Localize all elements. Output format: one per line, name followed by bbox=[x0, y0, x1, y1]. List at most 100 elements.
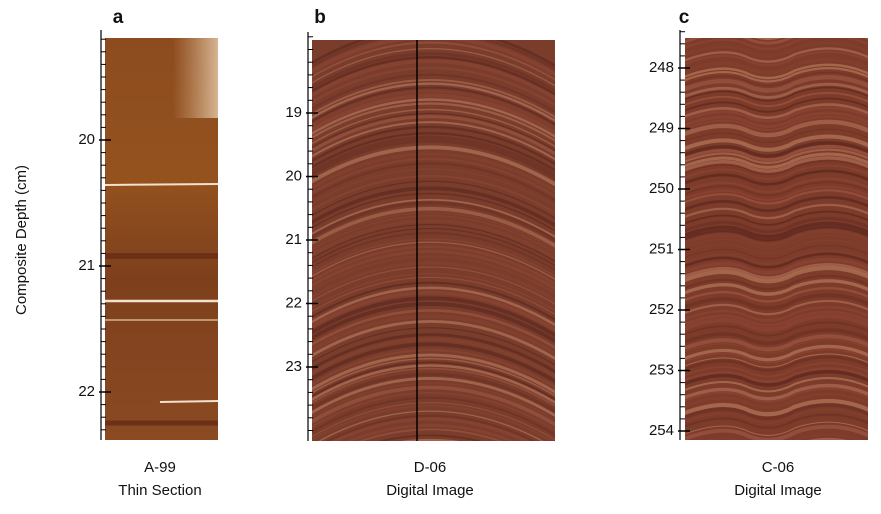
layer bbox=[312, 357, 555, 397]
tick-label: 248 bbox=[649, 59, 674, 76]
layer bbox=[685, 421, 868, 436]
layer bbox=[685, 189, 868, 205]
layer bbox=[312, 121, 555, 161]
layer bbox=[312, 314, 555, 356]
layer bbox=[325, 414, 536, 441]
layer bbox=[312, 276, 555, 315]
layer bbox=[685, 41, 868, 58]
layer bbox=[312, 162, 555, 202]
layer bbox=[703, 433, 863, 440]
layer bbox=[312, 98, 555, 138]
caption: A-99 bbox=[144, 459, 176, 476]
layer bbox=[312, 40, 555, 77]
layer bbox=[685, 328, 868, 346]
layer bbox=[312, 201, 555, 242]
layer bbox=[312, 198, 555, 238]
layer bbox=[312, 168, 555, 208]
layer bbox=[685, 424, 868, 440]
layer bbox=[685, 156, 868, 173]
layer bbox=[680, 19, 875, 33]
layer bbox=[685, 128, 868, 144]
layer bbox=[685, 299, 868, 316]
layer bbox=[312, 215, 555, 254]
layer bbox=[318, 410, 544, 441]
layer bbox=[685, 67, 868, 83]
layer bbox=[685, 177, 868, 194]
layer bbox=[685, 274, 868, 291]
layer bbox=[312, 132, 555, 172]
caption: C-06 bbox=[762, 459, 795, 476]
layer bbox=[312, 125, 555, 166]
layer bbox=[685, 266, 868, 284]
layer bbox=[312, 353, 555, 394]
layer bbox=[685, 392, 868, 409]
layer bbox=[312, 391, 555, 431]
caption: Digital Image bbox=[734, 482, 822, 499]
layer bbox=[685, 38, 868, 51]
layer bbox=[685, 293, 868, 311]
layer bbox=[685, 398, 868, 417]
layer bbox=[312, 108, 555, 148]
tick-label: 20 bbox=[285, 167, 302, 184]
layer bbox=[312, 152, 555, 193]
layer bbox=[685, 383, 868, 401]
layer bbox=[685, 203, 868, 220]
tick-label: 21 bbox=[78, 257, 95, 274]
layer bbox=[685, 252, 868, 269]
layer bbox=[312, 377, 555, 418]
layer bbox=[312, 40, 555, 71]
layer bbox=[685, 144, 868, 162]
layer bbox=[685, 50, 868, 67]
layer bbox=[685, 413, 868, 429]
layer bbox=[312, 186, 555, 228]
layer bbox=[685, 225, 868, 242]
layer bbox=[312, 337, 555, 379]
layer bbox=[312, 40, 555, 68]
tick-label: 23 bbox=[285, 358, 302, 375]
layer bbox=[312, 367, 555, 407]
layer bbox=[685, 57, 868, 75]
layer bbox=[685, 279, 868, 296]
layer bbox=[685, 141, 868, 159]
y-axis-title: Composite Depth (cm) bbox=[13, 165, 30, 315]
layer bbox=[685, 47, 868, 63]
axes: a 20 21 22 A-99 Thin Section b 19 20 21 22 23 D-06 Di… bbox=[78, 7, 821, 499]
layer bbox=[312, 272, 555, 312]
layer bbox=[685, 257, 868, 275]
layer bbox=[312, 296, 555, 338]
layer bbox=[312, 266, 555, 305]
image-layers bbox=[680, 19, 875, 440]
layer bbox=[312, 372, 555, 414]
layer bbox=[685, 334, 868, 352]
layer bbox=[685, 353, 868, 368]
layer bbox=[685, 195, 868, 213]
layer bbox=[312, 59, 555, 101]
layer bbox=[312, 223, 555, 263]
layer bbox=[312, 90, 555, 130]
layer bbox=[312, 309, 555, 349]
layer bbox=[312, 115, 555, 156]
layer bbox=[312, 241, 555, 280]
layer bbox=[312, 206, 555, 248]
layer bbox=[312, 102, 555, 142]
layer bbox=[312, 361, 555, 401]
layer bbox=[685, 369, 868, 387]
layer bbox=[685, 216, 868, 234]
layer bbox=[685, 355, 868, 372]
layer bbox=[685, 210, 868, 226]
tick-label: 19 bbox=[285, 104, 302, 121]
layer bbox=[312, 180, 555, 219]
tick-label: 254 bbox=[649, 422, 674, 439]
layer bbox=[685, 152, 868, 169]
layer bbox=[685, 160, 868, 175]
layer bbox=[685, 119, 868, 138]
layer bbox=[312, 245, 555, 286]
layer bbox=[312, 56, 555, 96]
layer bbox=[808, 437, 848, 440]
caption: Digital Image bbox=[386, 482, 474, 499]
layer bbox=[312, 112, 555, 152]
layer bbox=[312, 82, 555, 122]
layer bbox=[685, 86, 868, 102]
layer bbox=[685, 63, 868, 80]
layer bbox=[685, 344, 868, 362]
